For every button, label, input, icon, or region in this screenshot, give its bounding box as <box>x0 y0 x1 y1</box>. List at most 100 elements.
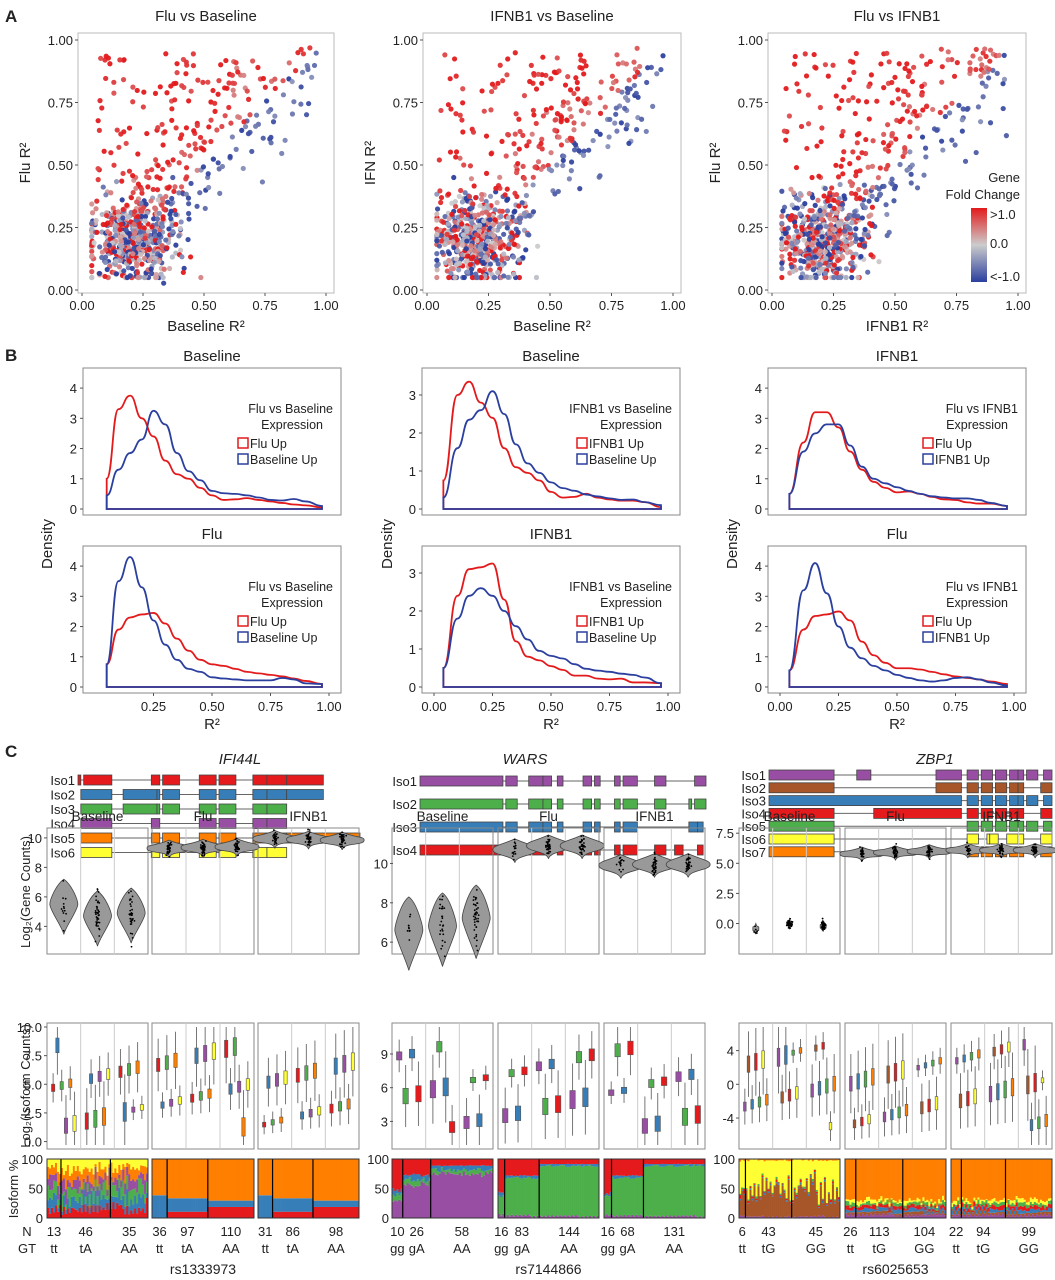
scatter-point <box>439 249 445 255</box>
scatter-point <box>982 46 988 52</box>
isoform-pct-bar <box>229 1159 233 1201</box>
scatter-point <box>885 122 891 128</box>
chart-title: IFNB1 <box>530 526 573 543</box>
violin-point <box>308 829 311 831</box>
y-tick-label: 2 <box>409 604 416 619</box>
isoform-pct-bar <box>418 1185 422 1218</box>
violin-point <box>95 913 97 916</box>
isoform-pct-bar <box>506 1177 510 1215</box>
isoform-pct-bar <box>488 1166 492 1170</box>
isoform-pct-bar <box>302 1198 306 1212</box>
boxplot-box <box>409 1048 416 1059</box>
isoform-pct-bar <box>296 1159 300 1199</box>
violin-point <box>277 836 279 839</box>
isoform-pct-bar <box>322 1206 326 1218</box>
isoform-pct-bar <box>243 1159 247 1201</box>
scatter-point <box>836 105 842 111</box>
violin-point <box>343 846 345 849</box>
scatter-point <box>118 238 124 244</box>
isoform-pct-bar <box>104 1166 107 1173</box>
violin-point <box>406 929 409 932</box>
isoform-pct-bar <box>280 1198 283 1212</box>
isoform-pct-bar <box>211 1206 215 1218</box>
scatter-point <box>791 190 797 196</box>
scatter-point <box>809 174 815 181</box>
density-line-flu-up <box>105 394 323 510</box>
scatter-point <box>515 160 521 167</box>
scatter-point <box>185 236 191 243</box>
isoform-pct-bar <box>442 1172 446 1218</box>
isoform-pct-bar <box>304 1159 308 1199</box>
scatter-point <box>119 178 125 184</box>
isoform-pct-bar <box>130 1210 133 1218</box>
scatter-point <box>159 243 165 249</box>
scatter-point <box>987 120 994 126</box>
legend-title-line2: Expression <box>600 596 662 610</box>
scatter-point <box>95 177 101 183</box>
isoform-pct-bar <box>553 1166 556 1217</box>
scatter-point <box>250 58 256 64</box>
scatter-point <box>438 107 444 114</box>
isoform-pct-bar <box>605 1193 609 1196</box>
isoform-pct-bar <box>438 1172 442 1174</box>
isoform-pct-bar <box>106 1202 109 1218</box>
violin-point <box>98 935 101 937</box>
isoform-pct-bar <box>328 1200 332 1207</box>
violin-point <box>475 897 478 899</box>
legend-swatch <box>576 453 588 465</box>
violin-point <box>473 913 476 916</box>
isoform-pct-bar <box>426 1159 429 1175</box>
isoform-pct-bar <box>569 1163 572 1167</box>
scatter-point <box>487 193 494 199</box>
isoform-pct-bar <box>476 1174 480 1218</box>
violin-point <box>132 918 134 920</box>
isoform-pct-bar <box>221 1200 225 1207</box>
exon-block <box>556 798 564 810</box>
boxplot-box <box>346 1098 351 1110</box>
genotype-n-label: 97 <box>180 1224 194 1239</box>
scatter-point <box>178 219 184 225</box>
scatter-point <box>815 241 821 247</box>
scatter-point <box>101 148 107 154</box>
violin-point <box>339 846 342 848</box>
isoform-pct-bar <box>122 1159 125 1165</box>
scatter-point <box>1000 81 1006 87</box>
scatter-point <box>155 125 161 131</box>
isoform-pct-bar <box>474 1165 478 1171</box>
scatter-point <box>605 143 611 150</box>
scatter-point <box>205 79 211 85</box>
isoform-pct-bar <box>591 1164 594 1167</box>
violin-point <box>133 919 136 922</box>
scatter-point <box>952 142 958 148</box>
scatter-point <box>841 193 847 199</box>
scatter-point <box>136 245 142 252</box>
scatter-point <box>461 162 467 168</box>
scatter-point <box>488 151 494 157</box>
scatter-point <box>194 203 200 209</box>
scatter-point <box>970 53 976 59</box>
scatter-point <box>168 216 174 222</box>
scatter-point <box>891 198 897 204</box>
scatter-point <box>505 214 512 221</box>
scatter-point <box>638 116 645 122</box>
violin-point <box>407 924 410 927</box>
isoform-pct-bar <box>398 1159 401 1192</box>
scatter-point <box>184 62 190 68</box>
scatter-point <box>105 55 112 61</box>
scatter-point <box>914 185 921 191</box>
isoform-pct-bar <box>96 1196 99 1205</box>
isoform-pct-bar <box>422 1177 425 1183</box>
isoform-pct-bar <box>549 1164 552 1217</box>
scatter-point <box>634 45 640 51</box>
scatter-point <box>233 60 239 66</box>
violin-point <box>408 929 411 932</box>
scatter-point <box>945 49 951 55</box>
isoform-pct-bar <box>306 1211 310 1218</box>
isoform-pct-bar <box>104 1179 107 1199</box>
isoform-pct-bar <box>518 1159 522 1176</box>
isoform-pct-bar <box>448 1159 452 1166</box>
condition-title: Baseline <box>72 809 124 824</box>
scatter-point <box>507 234 513 240</box>
scatter-point <box>793 164 800 171</box>
x-tick-label: 1.00 <box>1001 699 1026 714</box>
